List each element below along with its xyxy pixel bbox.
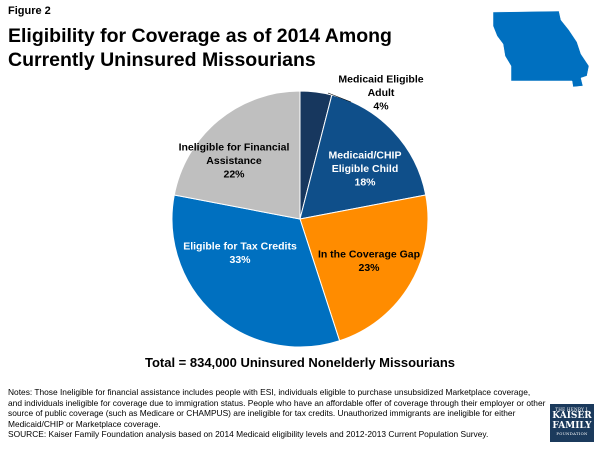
slice-label: Ineligible for Financial Assistance 22% [179, 142, 290, 181]
missouri-map-icon [492, 10, 590, 88]
kff-logo: THE HENRY J. KAISER FAMILY FOUNDATION [550, 404, 594, 442]
figure-label: Figure 2 [8, 5, 51, 17]
logo-line2: KAISER [552, 411, 592, 421]
pie-slice [173, 90, 301, 220]
slice-name-label: Assistance [206, 155, 262, 167]
slice-value-label: 33% [229, 254, 251, 266]
slice-name-label: In the Coverage Gap [318, 248, 420, 260]
pie-slice [299, 194, 429, 342]
slice-name-label: Eligible for Tax Credits [183, 240, 297, 252]
logo-line4: FOUNDATION [556, 431, 588, 436]
slice-name-label: Medicaid Eligible [338, 74, 423, 86]
slice-label: Medicaid Eligible Adult 4% [338, 74, 423, 113]
total-label: Total = 834,000 Uninsured Nonelderly Mis… [144, 355, 456, 370]
slice-label: Eligible for Tax Credits 33% [183, 240, 297, 265]
logo-line1: THE HENRY J. [555, 407, 589, 412]
slice-value-label: 18% [354, 177, 376, 189]
slice-label: In the Coverage Gap 23% [318, 248, 420, 274]
slice-name-label: Eligible Child [332, 163, 399, 175]
notes-text: Notes: Those Ineligible for financial as… [8, 387, 546, 429]
slice-name-label: Adult [368, 87, 395, 99]
slice-value-label: 23% [358, 262, 380, 274]
slice-name-label: Medicaid/CHIP [329, 150, 402, 162]
source-text: SOURCE: Kaiser Family Foundation analysi… [8, 429, 489, 440]
notes-block: Notes: Those Ineligible for financial as… [8, 387, 546, 440]
slice-value-label: 22% [223, 169, 245, 181]
slice-name-label: Ineligible for Financial [179, 142, 290, 154]
logo-line3: FAMILY [552, 420, 592, 431]
slice-value-label: 4% [373, 101, 389, 113]
leader-line [327, 92, 352, 103]
pie-slice [299, 94, 427, 220]
pie-slice [171, 194, 341, 348]
chart-title: Eligibility for Coverage as of 2014 Amon… [8, 25, 392, 71]
slice-label: Medicaid/CHIP Eligible Child 18% [329, 150, 402, 189]
